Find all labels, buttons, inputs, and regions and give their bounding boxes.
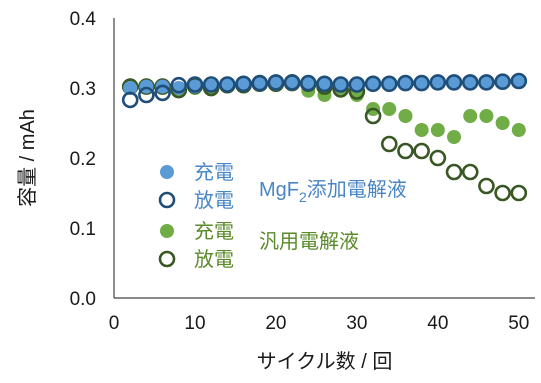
x-tick-label: 40 (427, 313, 448, 334)
legend-item-discharge-blue: 放電 (158, 189, 234, 212)
point-discharge-mgf2 (494, 73, 511, 90)
point-discharge-mgf2 (283, 74, 301, 91)
annotation-mgf2-subscript: 2 (299, 189, 307, 205)
point-charge-mgf2 (511, 74, 526, 88)
point-charge-standard (463, 109, 478, 123)
legend: 充電 放電 充電 放電 (158, 161, 234, 271)
point-charge-mgf2 (301, 76, 316, 91)
tick-labels: 0 10 20 30 40 50 0.0 0.1 0.2 0.3 0.4 (70, 9, 530, 334)
legend-marker-discharge-green (158, 250, 176, 268)
point-discharge-standard (478, 177, 495, 195)
point-charge-mgf2 (123, 81, 138, 95)
point-discharge-standard (510, 184, 528, 202)
point-charge-mgf2 (366, 76, 381, 91)
point-discharge-standard (429, 149, 447, 167)
y-tick-label: 0.2 (70, 149, 96, 170)
legend-item-charge-blue: 充電 (160, 161, 234, 184)
point-discharge-standard (461, 163, 479, 181)
point-charge-standard (511, 123, 526, 137)
point-discharge-mgf2 (364, 75, 382, 93)
point-discharge-mgf2 (510, 72, 528, 90)
point-discharge-mgf2 (235, 75, 252, 93)
x-tick-label: 50 (508, 313, 529, 334)
point-charge-standard (414, 123, 429, 137)
point-discharge-standard (364, 107, 382, 125)
point-charge-mgf2 (430, 75, 445, 90)
point-charge-mgf2 (398, 76, 413, 91)
point-discharge-standard (380, 135, 398, 153)
point-charge-mgf2 (236, 77, 251, 92)
point-charge-mgf2 (479, 74, 494, 89)
point-discharge-mgf2 (348, 76, 366, 93)
point-charge-mgf2 (495, 74, 510, 88)
point-charge-standard (382, 102, 397, 116)
point-discharge-mgf2 (413, 74, 430, 92)
point-discharge-mgf2 (461, 74, 479, 91)
legend-marker-charge-green (160, 224, 174, 238)
point-discharge-standard (445, 163, 463, 181)
legend-label-discharge-green: 放電 (194, 248, 234, 271)
point-discharge-standard (494, 184, 511, 202)
y-tick-label: 0.1 (70, 219, 96, 240)
point-discharge-mgf2 (219, 76, 236, 93)
point-discharge-mgf2 (445, 74, 463, 91)
point-charge-mgf2 (349, 76, 364, 91)
y-tick-label: 0.4 (70, 9, 97, 30)
annotation-mgf2-main: MgF (259, 179, 299, 201)
point-charge-standard (479, 109, 494, 123)
point-discharge-mgf2 (186, 76, 204, 93)
axes (113, 18, 535, 299)
y-axis-title: 容量 / mAh (16, 109, 39, 207)
point-discharge-mgf2 (138, 86, 155, 104)
point-charge-mgf2 (333, 77, 348, 92)
point-discharge-mgf2 (332, 76, 349, 93)
annotations: MgF2添加電解液 汎用電解液 (259, 178, 407, 253)
annotation-standard-electrolyte: 汎用電解液 (259, 230, 359, 253)
point-charge-mgf2 (414, 76, 429, 91)
annotation-mgf2-tail: 添加電解液 (307, 178, 407, 201)
data-points (121, 72, 528, 202)
point-charge-mgf2 (463, 75, 478, 90)
x-tick-label: 30 (346, 313, 367, 334)
point-discharge-mgf2 (478, 74, 495, 91)
x-tick-label: 0 (109, 313, 120, 334)
x-axis-title: サイクル数 / 回 (257, 350, 393, 373)
x-tick-label: 10 (184, 313, 205, 334)
point-discharge-mgf2 (300, 74, 317, 92)
annotation-mgf2-electrolyte: MgF2添加電解液 (259, 178, 407, 205)
legend-marker-charge-blue (160, 165, 174, 179)
legend-label-discharge-blue: 放電 (194, 189, 234, 212)
legend-marker-discharge-blue (158, 191, 176, 209)
point-charge-standard (430, 123, 445, 137)
point-discharge-mgf2 (251, 74, 269, 92)
point-charge-standard (495, 116, 510, 130)
point-discharge-mgf2 (154, 84, 171, 102)
point-charge-standard (447, 130, 462, 144)
point-discharge-mgf2 (429, 74, 447, 91)
point-discharge-mgf2 (316, 75, 333, 93)
legend-item-charge-green: 充電 (160, 220, 234, 243)
point-charge-mgf2 (382, 76, 397, 91)
legend-label-charge-green: 充電 (194, 220, 234, 243)
point-charge-mgf2 (220, 78, 235, 93)
x-tick-label: 20 (265, 313, 286, 334)
y-tick-label: 0.0 (70, 289, 96, 310)
point-discharge-mgf2 (170, 76, 188, 94)
point-discharge-standard (413, 142, 430, 160)
point-charge-mgf2 (317, 77, 332, 92)
point-discharge-standard (397, 142, 414, 160)
y-tick-label: 0.3 (70, 79, 96, 100)
point-charge-mgf2 (447, 75, 462, 90)
point-discharge-mgf2 (202, 76, 220, 93)
point-charge-standard (398, 109, 413, 123)
point-discharge-mgf2 (397, 74, 414, 92)
point-discharge-mgf2 (267, 74, 285, 91)
point-discharge-mgf2 (380, 75, 398, 93)
point-discharge-mgf2 (121, 91, 139, 109)
legend-item-discharge-green: 放電 (158, 248, 234, 271)
legend-label-charge-blue: 充電 (194, 161, 234, 184)
